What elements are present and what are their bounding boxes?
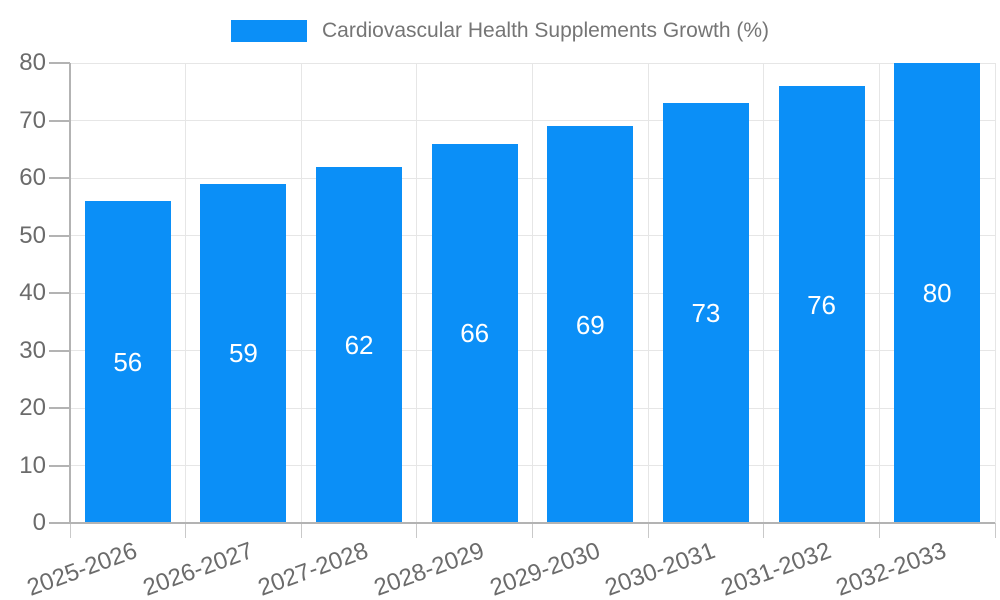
bar-value-label: 80: [922, 278, 952, 308]
x-tick-label: 2026-2027: [139, 537, 257, 600]
bar[interactable]: [200, 183, 287, 523]
bar[interactable]: [431, 143, 518, 523]
x-tick-mark: [878, 523, 880, 538]
x-tick-mark: [763, 523, 765, 538]
bar-value-label: 66: [460, 318, 490, 349]
x-gridline: [185, 63, 187, 523]
x-tick-mark: [69, 523, 71, 538]
x-gridline: [647, 63, 649, 523]
y-tick-mark: [49, 407, 70, 409]
x-gridline: [763, 63, 765, 523]
bar-value-label: 76: [807, 289, 837, 320]
chart-legend[interactable]: Cardiovascular Health Supplements Growth…: [0, 16, 1000, 46]
bar[interactable]: [778, 86, 865, 523]
x-tick-label: 2025-2026: [23, 537, 141, 600]
bar-value-label: 69: [575, 309, 605, 340]
y-tick-label: 30: [19, 336, 46, 364]
legend-swatch: [230, 20, 307, 42]
bar-value-label: 59: [228, 338, 258, 369]
bar-value-label: 56: [113, 347, 143, 377]
x-tick-mark: [185, 523, 187, 538]
bar[interactable]: [894, 63, 981, 523]
x-tick-mark: [416, 523, 418, 538]
x-gridline: [994, 63, 996, 523]
x-tick-label: 2029-2030: [486, 537, 604, 600]
x-tick-mark: [532, 523, 533, 538]
x-tick-mark: [647, 523, 649, 538]
y-tick-mark: [49, 522, 70, 524]
y-tick-label: 60: [19, 164, 46, 191]
x-gridline: [416, 63, 418, 523]
legend-label: Cardiovascular Health Supplements Growth…: [321, 19, 770, 42]
y-tick-label: 70: [19, 106, 46, 134]
y-tick-label: 40: [19, 279, 46, 306]
y-axis-line: [69, 63, 71, 524]
y-tick-label: 80: [19, 49, 46, 76]
y-tick-label: 10: [19, 451, 46, 479]
x-tick-mark: [300, 523, 302, 538]
bar-value-label: 73: [691, 298, 721, 329]
bar[interactable]: [316, 166, 403, 523]
bar[interactable]: [662, 103, 749, 523]
x-gridline: [878, 63, 880, 523]
x-tick-mark: [994, 523, 996, 538]
y-tick-label: 50: [19, 221, 46, 249]
x-tick-label: 2027-2028: [254, 537, 372, 600]
y-tick-mark: [49, 62, 70, 64]
bar-value-label: 62: [344, 329, 374, 360]
bar[interactable]: [547, 126, 634, 523]
x-tick-label: 2031-2032: [717, 537, 835, 600]
x-gridline: [532, 63, 533, 523]
y-tick-mark: [49, 177, 70, 179]
y-tick-mark: [49, 119, 70, 122]
x-axis-line: [69, 522, 995, 524]
y-tick-mark: [49, 349, 70, 352]
y-tick-mark: [49, 292, 70, 294]
x-gridline: [300, 63, 302, 523]
y-tick-mark: [49, 234, 70, 237]
y-tick-label: 20: [19, 394, 46, 421]
x-tick-label: 2030-2031: [601, 537, 719, 600]
bar[interactable]: [84, 201, 171, 523]
x-tick-label: 2032-2033: [832, 537, 951, 600]
y-tick-label: 0: [32, 509, 46, 536]
x-tick-label: 2028-2029: [370, 537, 488, 600]
y-tick-mark: [49, 464, 70, 467]
